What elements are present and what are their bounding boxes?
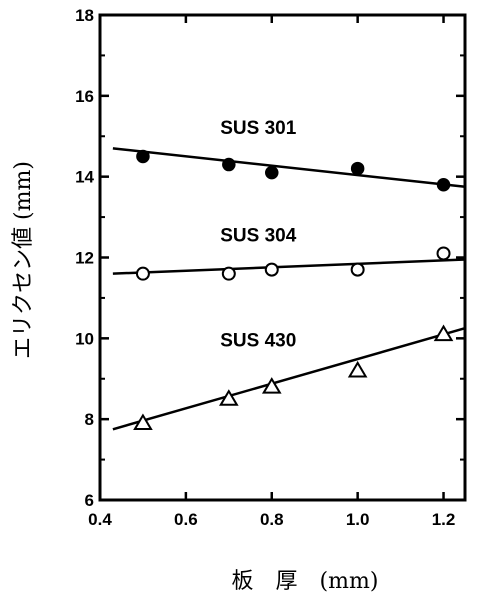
point-sus304 xyxy=(264,262,279,277)
point-sus301 xyxy=(350,161,365,176)
x-tick-label: 0.4 xyxy=(88,510,112,529)
x-tick-label: 1.0 xyxy=(346,510,370,529)
y-tick-label: 8 xyxy=(85,410,94,429)
point-sus430 xyxy=(347,360,368,378)
point-sus430 xyxy=(133,413,153,431)
point-sus301 xyxy=(222,157,236,172)
point-sus304 xyxy=(436,246,451,261)
point-sus430 xyxy=(433,324,454,342)
fit-line-sus430 xyxy=(112,327,466,431)
y-tick-label: 14 xyxy=(75,168,94,187)
point-sus304 xyxy=(135,266,150,281)
y-tick-label: 12 xyxy=(75,249,94,268)
fit-line-sus304 xyxy=(112,258,466,275)
series-label: SUS 304 xyxy=(220,225,296,246)
y-tick-label: 6 xyxy=(85,491,94,510)
series-label: SUS 301 xyxy=(220,118,296,139)
fit-line-sus301 xyxy=(112,147,466,189)
x-tick-label: 0.6 xyxy=(174,510,198,529)
y-axis-label: エリクセン値 (mm) xyxy=(11,161,36,359)
y-tick-label: 18 xyxy=(75,6,94,25)
x-axis-label: 板 厚 (mm) xyxy=(232,569,379,594)
point-sus301 xyxy=(265,165,279,180)
point-sus430 xyxy=(219,389,239,406)
fit-lines xyxy=(112,147,466,431)
point-sus430 xyxy=(261,377,282,394)
y-tick-label: 10 xyxy=(75,329,94,348)
y-tick-label: 16 xyxy=(75,87,94,106)
plot-frame xyxy=(98,13,467,502)
data-points xyxy=(133,149,454,431)
point-sus304 xyxy=(350,262,365,277)
point-sus301 xyxy=(436,178,451,192)
x-axis-ticks: 0.4 0.6 0.8 1.0 1.2 xyxy=(88,15,455,529)
series-label: SUS 430 xyxy=(220,330,296,351)
point-sus301 xyxy=(136,149,150,164)
x-tick-label: 0.8 xyxy=(260,510,284,529)
plot-border xyxy=(98,13,467,502)
y-axis-ticks: 6 8 10 12 14 16 18 xyxy=(75,6,465,510)
x-tick-label: 1.2 xyxy=(432,510,456,529)
series-labels: SUS 301 SUS 304 SUS 430 xyxy=(220,118,296,351)
point-sus304 xyxy=(221,266,236,281)
